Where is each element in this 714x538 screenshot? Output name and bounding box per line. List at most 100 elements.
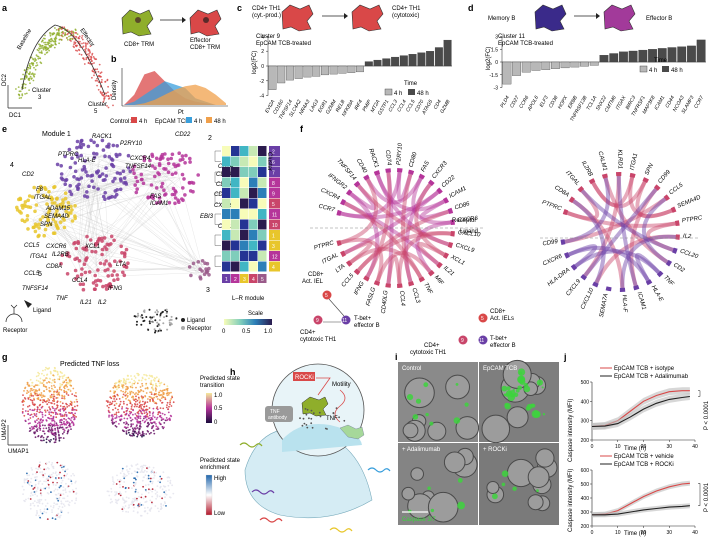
bar <box>560 61 570 69</box>
significance-bracket <box>698 390 701 397</box>
enrich-point <box>147 483 150 486</box>
bar <box>312 65 321 77</box>
enrich-point <box>143 469 146 472</box>
heat-cell <box>258 240 267 251</box>
tnf-dot <box>312 412 315 415</box>
mini-node <box>156 321 159 324</box>
umap-point <box>50 385 53 387</box>
network-node <box>174 190 178 194</box>
enrich-point <box>151 482 154 485</box>
caspase-signal <box>507 393 516 402</box>
umap-point <box>75 416 77 418</box>
heat-cell <box>240 167 249 177</box>
network-node <box>162 188 166 192</box>
umap-point <box>141 404 144 406</box>
network-node <box>94 283 99 288</box>
network-node <box>55 162 60 167</box>
umap-point <box>39 377 42 380</box>
chord-gene-label: PTPRC <box>541 200 563 213</box>
enrich-point <box>36 476 38 478</box>
mini-node <box>175 317 178 320</box>
b-legend-swatch-2 <box>206 117 212 123</box>
network-node <box>41 215 45 219</box>
cluster-chip-label: 6 <box>272 160 275 166</box>
network-edge <box>83 267 92 269</box>
enrich-point <box>136 463 139 466</box>
umap-point <box>128 381 131 384</box>
enrich-point <box>145 500 148 503</box>
caspase-signal <box>542 413 546 416</box>
enrich-point <box>61 506 64 509</box>
umap-point <box>60 436 62 439</box>
enrich-point <box>52 506 55 509</box>
umap-point <box>71 408 74 411</box>
trajectory-curve <box>21 24 106 96</box>
panel-label-d: d <box>468 3 474 13</box>
network-edge <box>59 195 93 279</box>
umap-point <box>136 372 139 375</box>
network-node <box>58 220 63 224</box>
umap-point <box>115 413 117 416</box>
umap-point <box>125 421 128 423</box>
network-node <box>36 189 41 194</box>
g-title: Predicted TNF loss <box>60 361 120 368</box>
umap-point <box>28 396 31 399</box>
heat-cell <box>249 219 258 230</box>
cell-point <box>81 35 84 37</box>
umap-point <box>170 391 172 394</box>
chord-gene-label: RACK1 <box>367 148 379 169</box>
chord-gene-label: CCL4 <box>398 290 405 306</box>
caspase-signal <box>523 382 529 388</box>
cell-point <box>40 52 43 54</box>
chord-gene-label: SPN <box>644 162 655 176</box>
umap-point <box>115 416 118 419</box>
umap-point <box>138 409 141 412</box>
enrich-point <box>139 502 142 505</box>
network-node <box>158 157 162 162</box>
umap-point <box>42 379 45 382</box>
enrich-point <box>121 510 124 513</box>
organoid <box>527 494 544 511</box>
enrich-point <box>49 476 52 479</box>
gene-tick-label: CD44 <box>664 95 676 109</box>
umap-point <box>153 416 156 419</box>
umap-point <box>155 418 158 420</box>
umap-point <box>33 413 36 415</box>
umap-point <box>144 395 147 398</box>
umap-point <box>43 374 45 377</box>
chord-arc <box>340 198 347 206</box>
umap-point <box>152 400 155 403</box>
umap-point <box>61 377 64 379</box>
enrich-point <box>34 485 37 488</box>
network-node <box>112 238 116 243</box>
network-node <box>26 227 30 231</box>
network-edge <box>82 181 97 270</box>
umap-point <box>33 397 35 400</box>
umap-point <box>26 381 29 384</box>
tnf-antibody-box <box>265 406 293 422</box>
enrich-point <box>58 505 61 508</box>
enrich-point <box>137 504 139 507</box>
mini-node <box>170 318 173 321</box>
umap-point <box>58 388 61 391</box>
tile-adalimumab-label: + Adalimumab <box>402 447 441 453</box>
enrich-point <box>156 485 159 487</box>
network-node <box>169 156 173 161</box>
umap-point <box>41 396 43 399</box>
umap-point <box>34 420 36 423</box>
umap-point <box>127 414 130 417</box>
umap-point <box>63 415 66 417</box>
cell-point <box>96 68 99 71</box>
cell-point <box>46 51 49 54</box>
mini-node <box>152 321 155 323</box>
bar <box>338 65 347 74</box>
cell-point <box>93 74 95 77</box>
chord-arc <box>663 194 670 201</box>
umap-point <box>158 384 161 387</box>
heat-cell <box>240 209 249 219</box>
cell-point <box>83 63 86 65</box>
network-node <box>101 194 106 199</box>
network-node <box>78 145 82 149</box>
umap-point <box>147 398 149 400</box>
receptor-text: Receptor <box>3 328 27 334</box>
